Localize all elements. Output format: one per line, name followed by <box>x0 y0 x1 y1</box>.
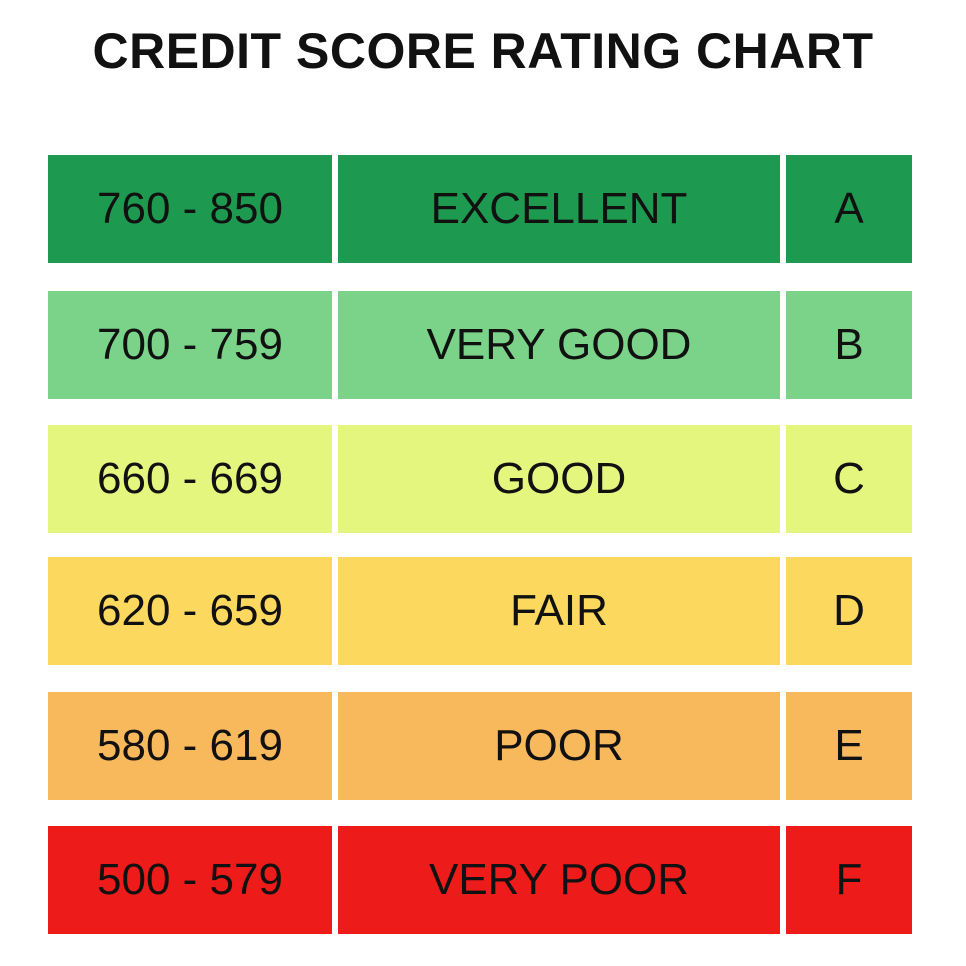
score-range-cell: 580 - 619 <box>48 692 332 800</box>
grade-cell: A <box>786 155 912 263</box>
chart-title: CREDIT SCORE RATING CHART <box>92 23 874 79</box>
score-range-cell: 760 - 850 <box>48 155 332 263</box>
rating-cell: VERY POOR <box>338 826 780 934</box>
score-range-cell: 620 - 659 <box>48 557 332 665</box>
table-row: 500 - 579 VERY POOR F <box>48 826 912 934</box>
grade-cell: E <box>786 692 912 800</box>
grade-cell: F <box>786 826 912 934</box>
rating-cell: FAIR <box>338 557 780 665</box>
table-row: 700 - 759 VERY GOOD B <box>48 291 912 399</box>
rating-cell: VERY GOOD <box>338 291 780 399</box>
grade-cell: C <box>786 425 912 533</box>
grade-cell: D <box>786 557 912 665</box>
table-row: 580 - 619 POOR E <box>48 692 912 800</box>
table-row: 760 - 850 EXCELLENT A <box>48 155 912 263</box>
table-row: 660 - 669 GOOD C <box>48 425 912 533</box>
rating-cell: POOR <box>338 692 780 800</box>
rating-cell: EXCELLENT <box>338 155 780 263</box>
rating-cell: GOOD <box>338 425 780 533</box>
grade-cell: B <box>786 291 912 399</box>
score-range-cell: 660 - 669 <box>48 425 332 533</box>
score-range-cell: 700 - 759 <box>48 291 332 399</box>
table-row: 620 - 659 FAIR D <box>48 557 912 665</box>
score-range-cell: 500 - 579 <box>48 826 332 934</box>
